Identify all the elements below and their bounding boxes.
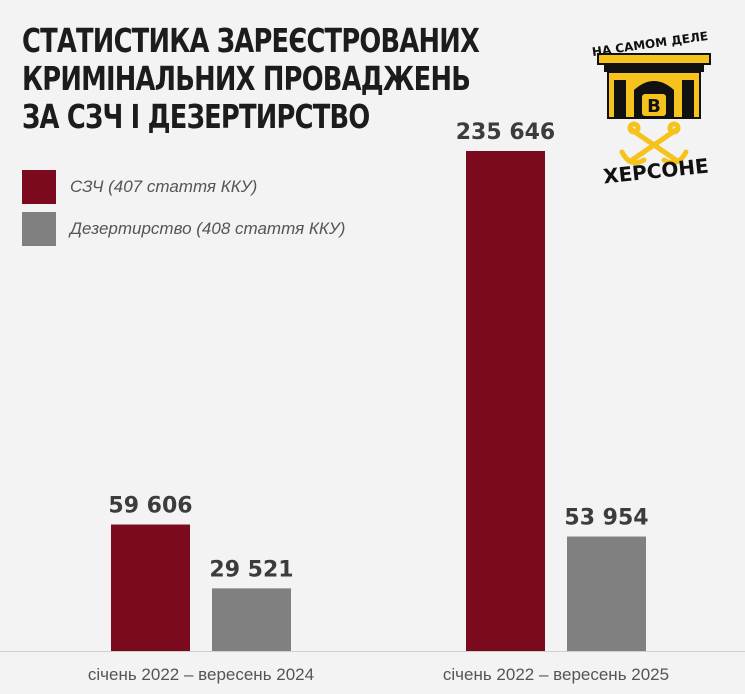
data-label-szch-1: 59 606 — [108, 494, 192, 519]
bar-desertion-2 — [567, 536, 646, 651]
bar-szch-2 — [466, 151, 545, 651]
logo: В НА САМОМ ДЕЛЕ ХЕРСОНЕ — [591, 29, 711, 188]
legend-label-szch: СЗЧ (407 стаття ККУ) — [70, 177, 258, 196]
bar-desertion-1 — [212, 588, 291, 651]
bar-szch-1 — [111, 524, 190, 651]
logo-bottom-text: ХЕРСОНЕ — [602, 154, 710, 188]
legend-label-desertion: Дезертирство (408 стаття ККУ) — [70, 219, 346, 238]
anchors-icon — [619, 121, 689, 166]
logo-building-icon — [597, 53, 711, 119]
legend-item-desertion: Дезертирство (408 стаття ККУ) — [22, 212, 345, 246]
x-tick-label-2: січень 2022 – вересень 2025 — [443, 665, 669, 684]
title-line-3: ЗА СЗЧ І ДЕЗЕРТИРСТВО — [22, 97, 370, 136]
data-label-desertion-1: 29 521 — [209, 557, 293, 582]
x-tick-label-1: січень 2022 – вересень 2024 — [88, 665, 314, 684]
logo-letter: В — [647, 96, 661, 117]
legend-swatch-desertion — [22, 212, 56, 246]
data-label-desertion-2: 53 954 — [564, 506, 648, 531]
data-label-szch-2: 235 646 — [456, 120, 556, 145]
legend-item-szch: СЗЧ (407 стаття ККУ) — [22, 170, 257, 204]
legend-swatch-szch — [22, 170, 56, 204]
